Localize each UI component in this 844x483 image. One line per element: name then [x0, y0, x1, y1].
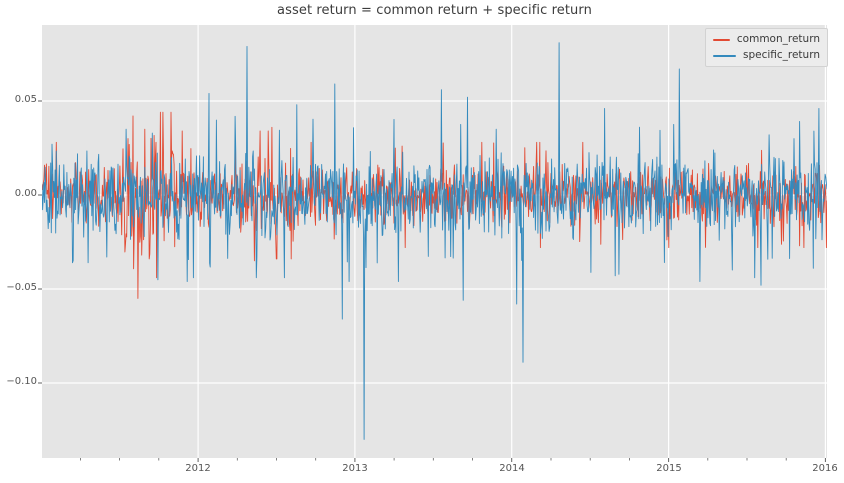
legend-line-sample-common	[713, 38, 730, 41]
legend: common_return specific_return	[705, 28, 828, 67]
x-tick-label: 2016	[812, 463, 838, 474]
y-tick-label: 0.05	[14, 94, 37, 105]
specific-return-line	[42, 42, 827, 440]
legend-label-specific: specific_return	[742, 49, 820, 61]
y-tick-label: 0.00	[14, 188, 37, 199]
y-tick-label: −0.05	[6, 282, 37, 293]
legend-item-common-return: common_return	[713, 33, 820, 46]
x-tick-label: 2014	[499, 463, 525, 474]
chart-title: asset return = common return + specific …	[277, 3, 592, 18]
legend-label-common: common_return	[736, 33, 820, 45]
legend-line-sample-specific	[713, 54, 736, 57]
x-tick-label: 2012	[185, 463, 211, 474]
x-tick-label: 2013	[342, 463, 368, 474]
y-tick-label: −0.10	[6, 376, 37, 387]
x-tick-label: 2015	[656, 463, 682, 474]
legend-item-specific-return: specific_return	[713, 49, 820, 62]
